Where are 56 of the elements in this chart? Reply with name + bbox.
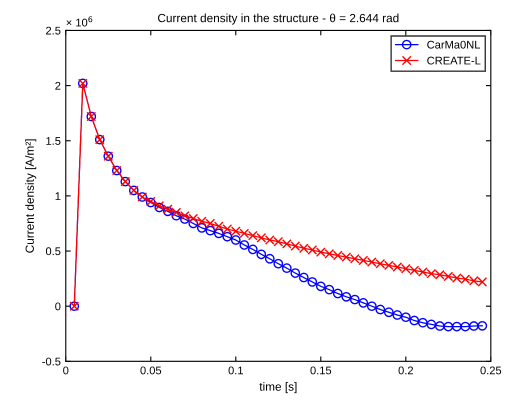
x-axis-title: time [s] [259,382,296,394]
point [316,281,326,292]
legend-label: CarMa0NL [427,40,480,49]
point [426,320,436,330]
y-tick-label: 0 [55,302,60,310]
point [384,307,394,318]
point [307,277,318,287]
point [468,321,479,331]
point [443,322,454,332]
point [188,218,198,228]
point [196,223,207,233]
point [248,244,258,254]
point [298,272,309,282]
y-tick-label: 0.5 [46,247,60,256]
text: × 10$^{6}$ [66,16,92,27]
point [358,298,368,308]
point [434,321,445,331]
x-tick-label: 0.25 [480,366,502,374]
legend-label: CREATE-L [427,56,480,65]
point [375,304,386,314]
y-tick-label: -0.5 [42,358,60,366]
point [282,263,292,273]
x-tick-label: 0.15 [310,366,332,374]
point [230,235,241,245]
point [452,322,462,332]
point [409,316,420,326]
y-tick-label: 1 [56,192,60,200]
y-tick-label: 1.5 [46,137,60,145]
point [239,240,250,250]
point [350,294,360,304]
point [332,288,343,298]
point [205,226,216,236]
chart-title: Current density in the structure - θ = 2.644 rad [158,14,398,25]
x-tick-label: 0.1 [228,366,243,374]
point [171,210,182,221]
point [477,320,488,331]
point [222,232,232,242]
x-tick-label: 0.2 [398,366,413,374]
point [392,310,402,320]
point [256,249,266,260]
y-tick-label: 2 [55,82,60,90]
point [366,301,377,312]
y-axis-title: Current density [A/m²] [25,139,36,253]
x-tick-label: 0 [63,366,68,374]
y-tick-label: 2.5 [46,26,60,35]
point [418,318,428,328]
point [273,258,284,269]
point [400,312,411,322]
x-tick-label: 0.05 [140,366,162,374]
point [180,214,190,224]
point [341,292,352,302]
point [324,284,334,295]
point [290,268,300,278]
point [214,228,224,238]
point [264,254,275,264]
point [460,322,470,332]
